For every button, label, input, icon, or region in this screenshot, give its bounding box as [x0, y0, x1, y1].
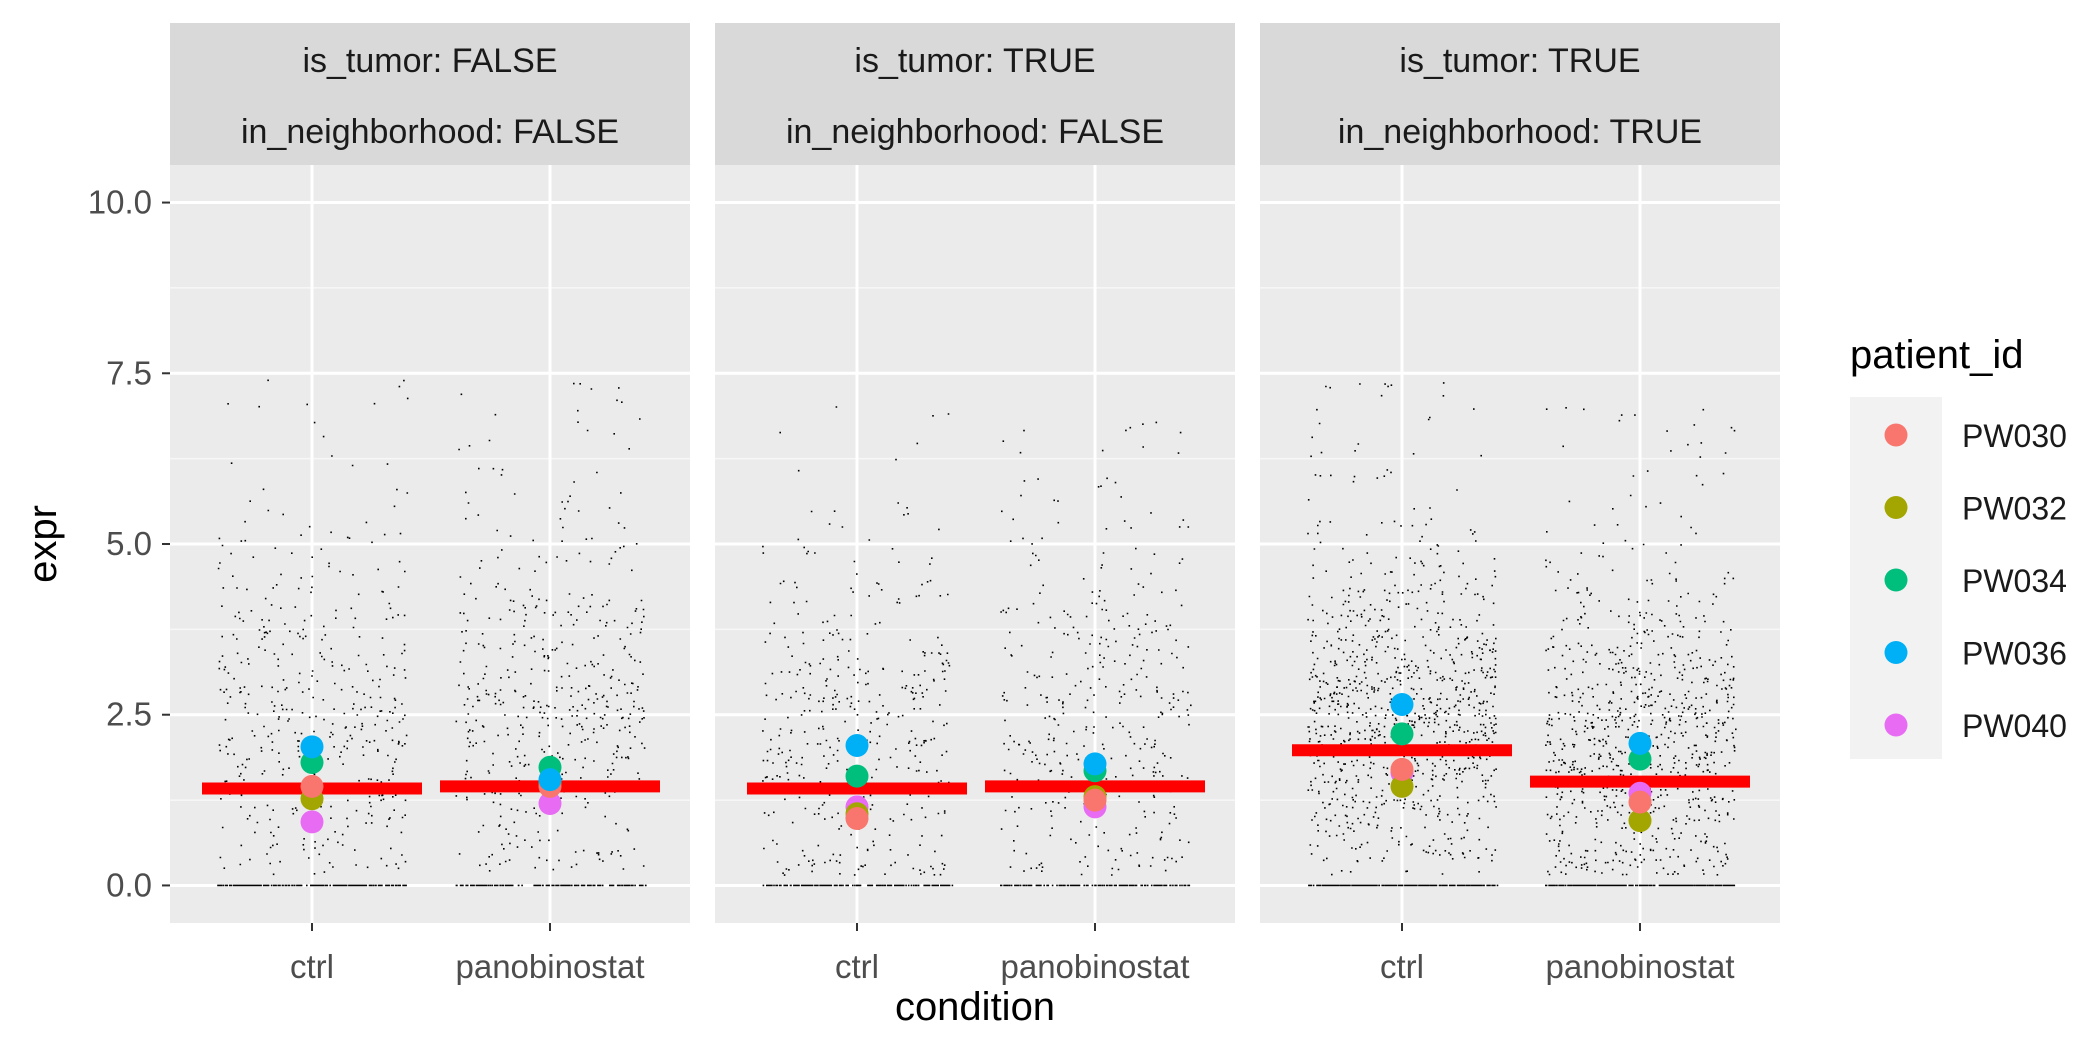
y-tick-label: 10.0	[88, 184, 152, 221]
strip-background-1	[170, 23, 690, 165]
strip-background-3	[1260, 23, 1780, 165]
patient-mean-point-PW036	[538, 768, 562, 792]
patient-mean-point-PW036	[300, 735, 324, 759]
y-tick-label: 5.0	[106, 525, 152, 562]
patient-mean-point-PW030	[300, 774, 324, 798]
strip-label-2-line-1: is_tumor: TRUE	[854, 42, 1095, 80]
legend-label-PW036: PW036	[1962, 636, 2067, 672]
patient-mean-point-PW040	[538, 791, 562, 815]
patient-mean-point-PW036	[1628, 731, 1652, 755]
panel-points-1	[202, 379, 660, 887]
strip-background-2	[715, 23, 1235, 165]
legend-key-PW034	[1884, 568, 1908, 592]
legend-label-PW040: PW040	[1962, 708, 2067, 744]
patient-mean-point-PW040	[300, 810, 324, 834]
strip-label-1-line-1: is_tumor: FALSE	[302, 42, 557, 80]
legend-key-PW030	[1884, 423, 1908, 447]
patient-mean-point-PW034	[845, 764, 869, 788]
legend-key-PW040	[1884, 713, 1908, 737]
strip-label-1-line-2: in_neighborhood: FALSE	[241, 113, 619, 151]
strip-label-3-line-1: is_tumor: TRUE	[1399, 42, 1640, 80]
x-tick-label: ctrl	[835, 948, 879, 985]
patient-mean-point-PW032	[1390, 774, 1414, 798]
x-axis-title: condition	[895, 985, 1055, 1029]
patient-mean-point-PW034	[1390, 722, 1414, 746]
patient-mean-point-PW030	[1628, 790, 1652, 814]
x-tick-label: panobinostat	[1001, 948, 1190, 985]
x-tick-label: ctrl	[290, 948, 334, 985]
strip-label-3-line-2: in_neighborhood: TRUE	[1338, 113, 1702, 151]
legend-label-PW032: PW032	[1962, 491, 2067, 527]
y-tick-label: 0.0	[106, 866, 152, 903]
patient-mean-point-PW036	[845, 733, 869, 757]
legend-label-PW034: PW034	[1962, 563, 2067, 599]
y-axis: 0.0 2.5 5.0 7.5 10.0	[88, 184, 170, 903]
x-tick-label: panobinostat	[1546, 948, 1735, 985]
x-axis: ctrl panobinostat ctrl panobinostat ctrl pano…	[290, 923, 1735, 985]
legend-title: patient_id	[1850, 333, 2023, 377]
y-tick-label: 7.5	[106, 354, 152, 391]
x-tick-label: panobinostat	[456, 948, 645, 985]
legend: patient_id PW030 PW032 PW034 PW036 PW040	[1850, 333, 2067, 759]
panel-points-2	[747, 406, 1205, 887]
y-axis-title: expr	[21, 505, 65, 583]
legend-key-PW036	[1884, 641, 1908, 664]
facet-panel-3: is_tumor: TRUE in_neighborhood: TRUE	[1260, 23, 1780, 923]
panel-points-3	[1292, 382, 1750, 887]
patient-mean-point-PW032	[1628, 809, 1652, 833]
patient-mean-point-PW030	[845, 807, 869, 831]
x-tick-label: ctrl	[1380, 948, 1424, 985]
facet-panel-1: is_tumor: FALSE in_neighborhood: FALSE	[170, 23, 690, 923]
strip-label-2-line-2: in_neighborhood: FALSE	[786, 113, 1164, 151]
patient-mean-point-PW036	[1390, 692, 1414, 716]
patient-mean-point-PW030	[1390, 757, 1414, 781]
legend-key-PW032	[1884, 496, 1908, 519]
cell-points-ctrl	[762, 406, 954, 887]
facet-panel-2: is_tumor: TRUE in_neighborhood: FALSE	[715, 23, 1235, 923]
y-tick-label: 2.5	[106, 696, 152, 733]
legend-label-PW030: PW030	[1962, 418, 2067, 454]
patient-mean-point-PW030	[1083, 788, 1107, 812]
patient-mean-point-PW036	[1083, 752, 1107, 776]
cell-points-ctrl	[1307, 382, 1499, 887]
